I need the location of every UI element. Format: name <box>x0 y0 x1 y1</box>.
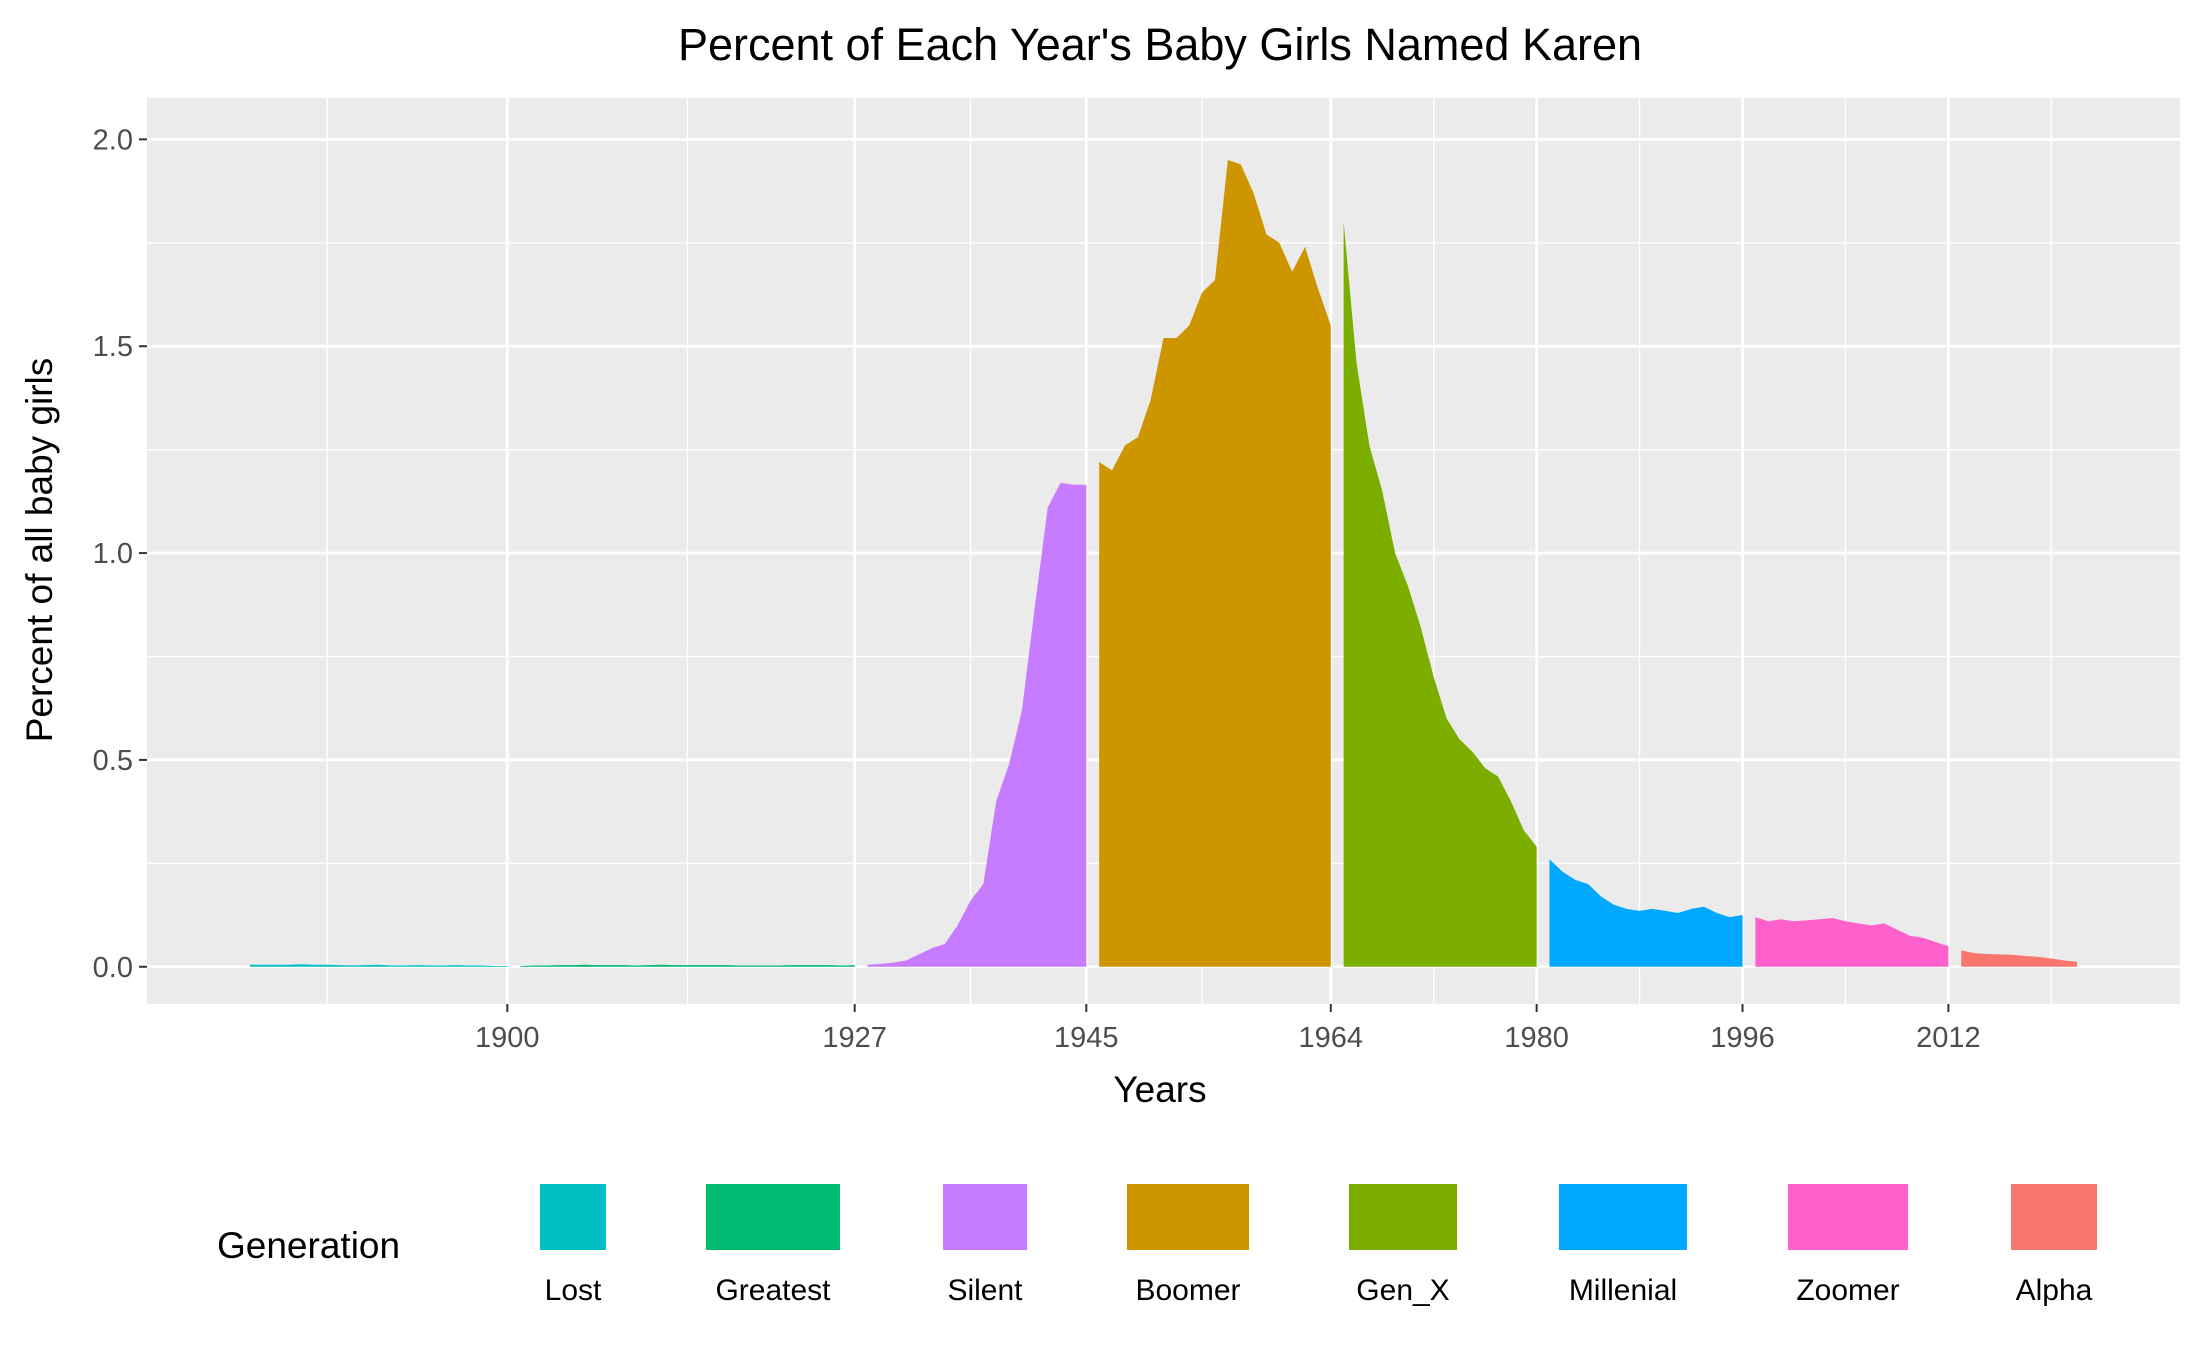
legend-label: Boomer <box>1135 1274 1240 1307</box>
y-axis-title: Percent of all baby girls <box>19 358 60 743</box>
legend-key-silent <box>941 1182 1029 1252</box>
area-boomer <box>1099 160 1331 967</box>
legend-key-greatest <box>704 1182 842 1252</box>
x-tick-label: 1927 <box>822 1022 887 1054</box>
legend-key-alpha <box>2009 1182 2099 1252</box>
legend-key-zoomer <box>1786 1182 1910 1252</box>
area-lost <box>249 964 508 967</box>
x-tick-label: 1964 <box>1299 1022 1364 1054</box>
legend-label: Millenial <box>1569 1274 1677 1307</box>
legend-label: Lost <box>545 1274 602 1307</box>
area-millenial <box>1549 859 1743 967</box>
x-tick-label: 1996 <box>1710 1022 1775 1054</box>
area-gen_x <box>1343 222 1537 967</box>
legend-label: Greatest <box>715 1274 831 1307</box>
area-alpha <box>1961 950 2078 967</box>
legend-key-lost <box>538 1182 608 1252</box>
x-tick-label: 1980 <box>1504 1022 1569 1054</box>
x-axis-title: Years <box>1113 1069 1206 1110</box>
legend: Lost Greatest Silent Boomer Gen_X Millenial Zo… <box>538 1182 2099 1307</box>
legend-key-gen_x <box>1347 1182 1459 1252</box>
x-tick-label: 2012 <box>1916 1022 1981 1054</box>
legend-label: Alpha <box>2016 1274 2093 1307</box>
area-zoomer <box>1755 917 1949 967</box>
area-silent <box>867 482 1087 967</box>
y-tick-label: 1.5 <box>93 331 133 363</box>
legend-label: Zoomer <box>1796 1274 1899 1307</box>
y-tick-label: 1.0 <box>93 538 133 570</box>
x-tick-label: 1945 <box>1054 1022 1119 1054</box>
y-axis: 0.0 0.5 1.0 1.5 2.0 <box>93 124 147 984</box>
legend-key-millenial <box>1557 1182 1689 1252</box>
chart-title: Percent of Each Year's Baby Girls Named … <box>678 19 1642 70</box>
legend-label: Gen_X <box>1356 1274 1449 1307</box>
x-tick-label: 1900 <box>475 1022 540 1054</box>
y-tick-label: 0.5 <box>93 745 133 777</box>
y-tick-label: 0.0 <box>93 952 133 984</box>
legend-label: Silent <box>947 1274 1023 1307</box>
legend-title: Generation <box>217 1225 400 1266</box>
x-axis: 1900 1927 1945 1964 1980 1996 2012 <box>475 1004 1981 1054</box>
area-series <box>249 160 2078 967</box>
legend-key-boomer <box>1125 1182 1251 1252</box>
area-greatest <box>520 964 855 967</box>
y-tick-label: 2.0 <box>93 124 133 156</box>
